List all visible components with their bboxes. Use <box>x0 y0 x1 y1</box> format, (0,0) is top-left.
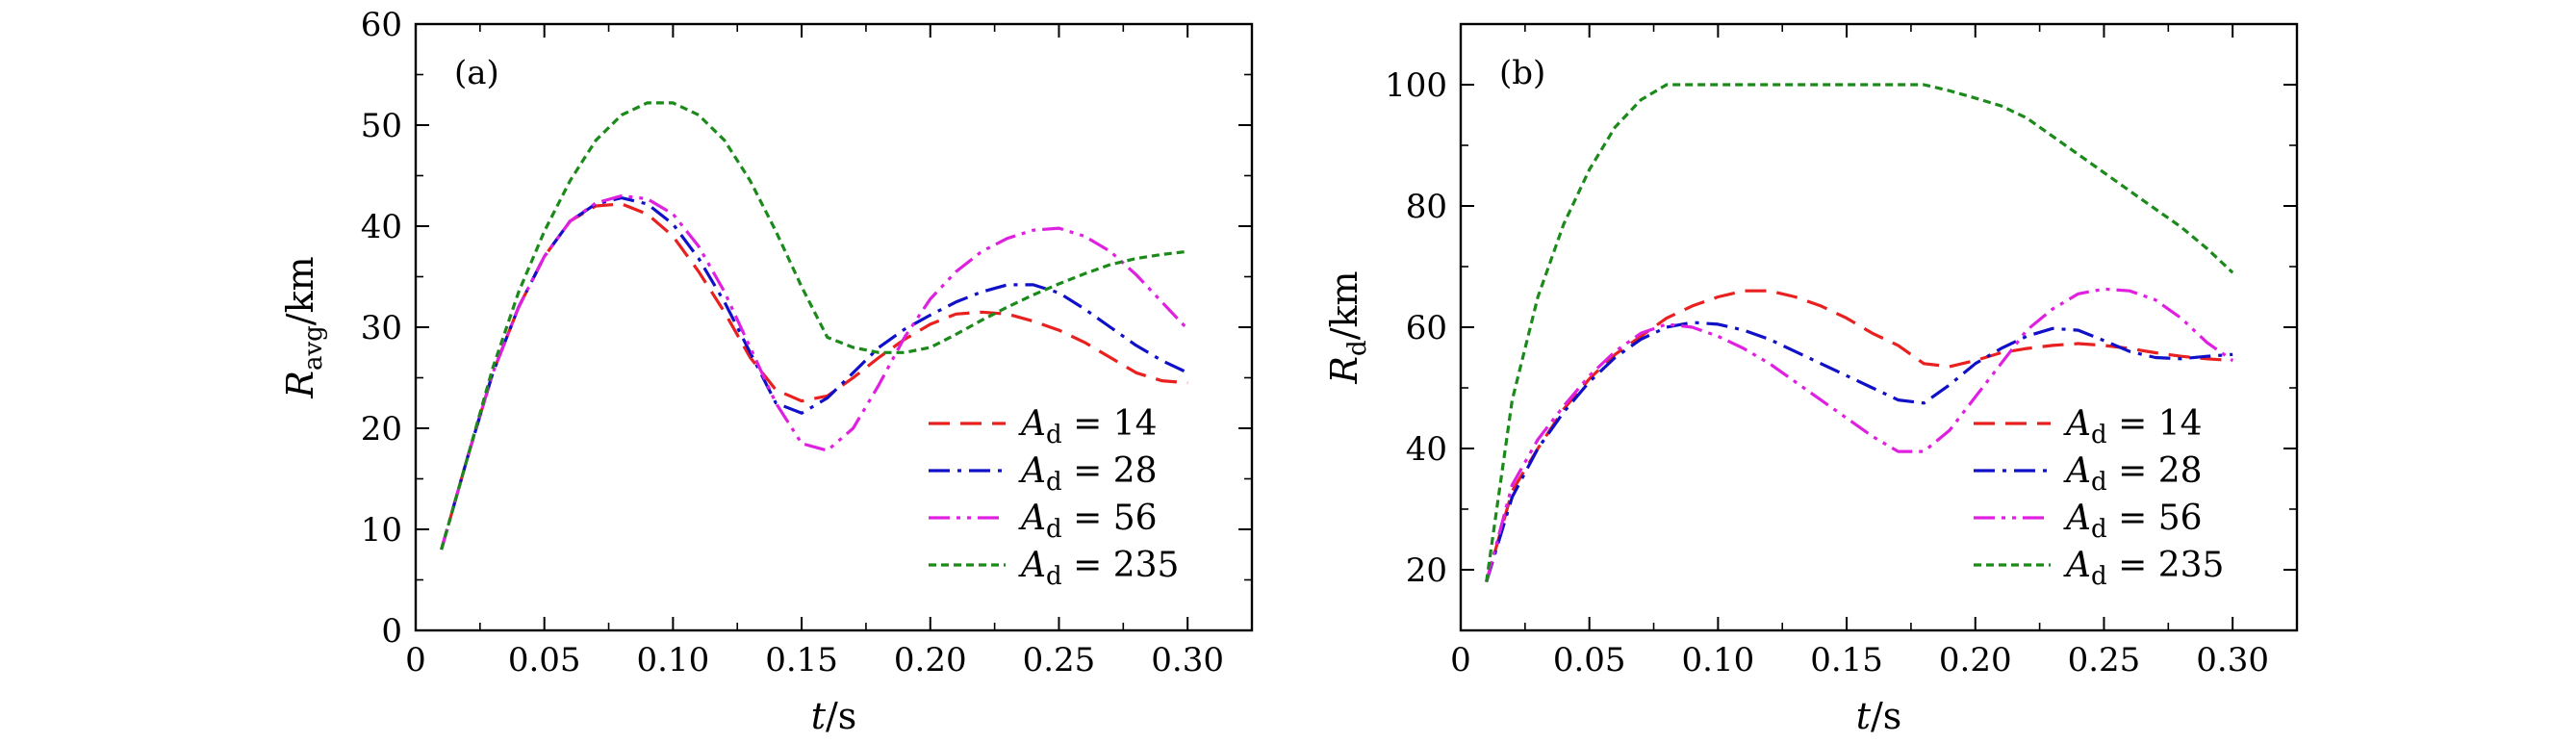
series-line-2 <box>440 196 1188 551</box>
y-axis-label-sub: d <box>1343 340 1372 356</box>
legend-sub: d <box>2091 562 2107 591</box>
legend-sub: d <box>1046 562 1062 591</box>
x-axis-label-var: t <box>1856 695 1872 737</box>
y-tick-label: 40 <box>1406 430 1447 469</box>
y-tick-label: 80 <box>1406 188 1447 226</box>
legend-var: A <box>2063 451 2091 491</box>
series-group <box>440 101 1189 551</box>
legend-entry-1: Ad = 14 <box>2063 404 2203 449</box>
x-axis-label: t/s <box>811 695 857 737</box>
legend-entry-4: Ad = 235 <box>2063 546 2224 591</box>
series-line-3 <box>1485 287 2234 583</box>
panel-label: (a) <box>454 54 499 92</box>
series-line-1 <box>440 202 1188 551</box>
x-tick-label: 0.10 <box>637 641 710 679</box>
y-tick-label: 20 <box>361 410 402 448</box>
x-tick-label: 0.25 <box>2068 641 2141 679</box>
x-axis-label-unit: /s <box>1871 695 1901 737</box>
series-line-3 <box>440 193 1189 551</box>
y-axis-label: Ravg/km <box>279 256 328 398</box>
x-axis-label: t/s <box>1856 695 1902 737</box>
x-tick-label: 0.10 <box>1682 641 1755 679</box>
legend-value: = 56 <box>2107 499 2203 538</box>
legend-var: A <box>2063 546 2091 585</box>
series-line-4 <box>1485 83 2234 582</box>
x-tick-label: 0.05 <box>508 641 581 679</box>
y-tick-label: 50 <box>361 107 402 145</box>
plot-frame <box>414 22 1254 632</box>
x-tick-label: 0.20 <box>1939 641 2012 679</box>
series-line-2 <box>1485 320 2233 583</box>
x-axis-label-var: t <box>811 695 827 737</box>
legend-entry-1: Ad = 14 <box>1018 404 1158 449</box>
legend-value: = 56 <box>1062 499 1158 538</box>
legend-sub: d <box>2091 468 2107 497</box>
series-line-4 <box>440 101 1188 551</box>
legend-value: = 14 <box>2107 404 2203 444</box>
x-tick-label: 0.30 <box>2196 641 2269 679</box>
legend-var: A <box>1018 546 1046 585</box>
y-tick-label: 100 <box>1385 66 1447 105</box>
y-tick-label: 60 <box>361 6 402 44</box>
series-group <box>1485 83 2234 583</box>
panel-a: 0 0.05 0.10 0.15 0.20 0.25 0.30 0 10 20 30 40 50 60 (a… <box>279 6 1254 737</box>
y-axis-label-var: R <box>1323 356 1365 385</box>
legend-var: A <box>1018 451 1046 491</box>
legend-value: = 235 <box>1062 546 1180 585</box>
legend-var: A <box>2063 404 2091 444</box>
legend-value: = 28 <box>1062 451 1158 491</box>
legend-value: = 14 <box>1062 404 1158 444</box>
y-tick-label: 60 <box>1406 309 1447 347</box>
y-axis-label-unit: /km <box>279 256 321 325</box>
y-axis-label-var: R <box>279 371 321 399</box>
y-tick-label: 0 <box>381 612 402 651</box>
legend-entry-3: Ad = 56 <box>2063 499 2203 544</box>
legend-var: A <box>2063 499 2091 538</box>
x-tick-label: 0.15 <box>765 641 838 679</box>
panel-b: 0 0.05 0.10 0.15 0.20 0.25 0.30 20 40 60 80 100 (b) t… <box>1323 22 2299 737</box>
legend-var: A <box>1018 499 1046 538</box>
panel-label: (b) <box>1499 54 1545 92</box>
x-tick-label: 0 <box>405 641 426 679</box>
y-axis-label-sub: avg <box>299 325 328 371</box>
y-axis-label-unit: /km <box>1323 270 1365 340</box>
legend-value: = 235 <box>2107 546 2225 585</box>
y-tick-label: 10 <box>361 511 402 550</box>
x-tick-label: 0.05 <box>1553 641 1626 679</box>
legend-entry-2: Ad = 28 <box>2063 451 2203 497</box>
legend-entry-2: Ad = 28 <box>1018 451 1158 497</box>
series-line-1 <box>1485 289 2233 583</box>
x-tick-label: 0.25 <box>1023 641 1096 679</box>
legend-sub: d <box>1046 421 1062 449</box>
x-tick-label: 0 <box>1450 641 1471 679</box>
legend-sub: d <box>1046 468 1062 497</box>
legend-var: A <box>1018 404 1046 444</box>
x-tick-label: 0.20 <box>894 641 967 679</box>
legend-entry-3: Ad = 56 <box>1018 499 1158 544</box>
y-tick-label: 30 <box>361 309 402 347</box>
x-tick-label: 0.15 <box>1810 641 1883 679</box>
plot-frame <box>1459 22 2299 632</box>
y-tick-label: 40 <box>361 208 402 246</box>
legend-sub: d <box>2091 421 2107 449</box>
legend-sub: d <box>2091 515 2107 544</box>
legend-value: = 28 <box>2107 451 2203 491</box>
y-axis-label: Rd/km <box>1323 270 1372 384</box>
x-tick-label: 0.30 <box>1151 641 1224 679</box>
y-tick-label: 20 <box>1406 551 1447 590</box>
legend-entry-4: Ad = 235 <box>1018 546 1179 591</box>
legend-sub: d <box>1046 515 1062 544</box>
x-axis-label-unit: /s <box>826 695 856 737</box>
